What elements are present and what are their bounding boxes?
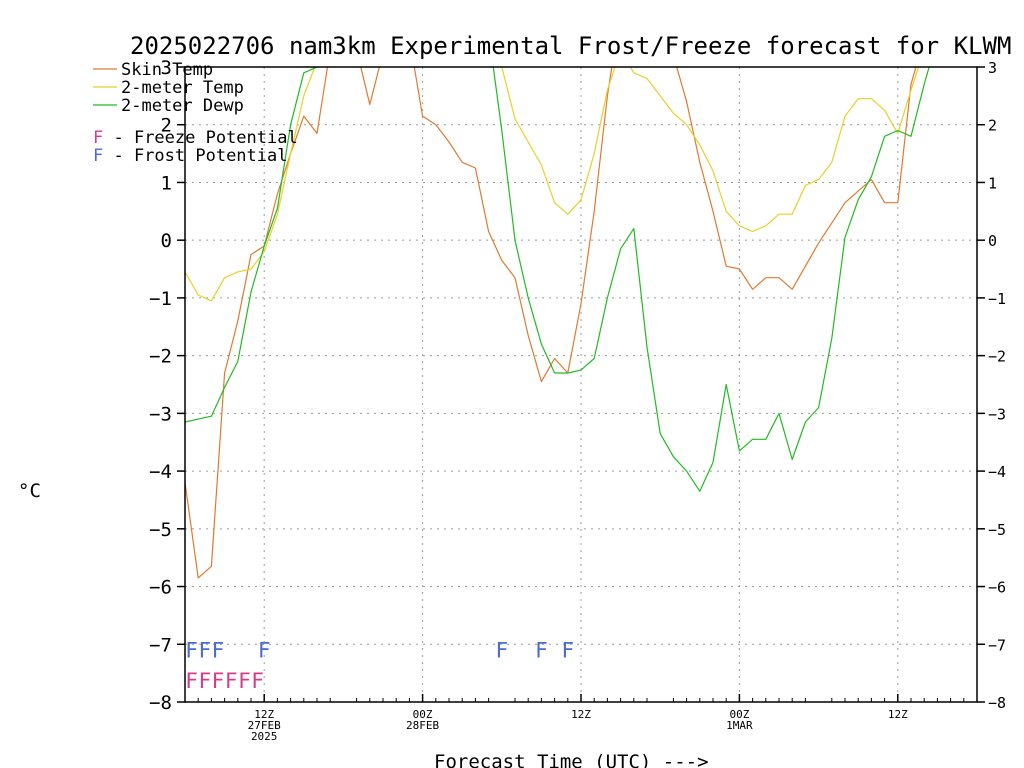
y-tick-label-right: −6 [988,579,1006,597]
x-tick-label: 27FEB [248,719,281,732]
freeze-flag: F [185,669,198,693]
freeze-flag: F [251,669,264,693]
y-tick-label-left: 2 [161,115,172,137]
potential-flags: F F F F F F FF F F F F F [185,638,574,693]
y-tick-label-left: 0 [161,230,172,252]
x-tick-label: 00Z [729,708,749,721]
legend-frost-label: - Frost Potential [103,146,287,166]
y-axis-ticks: 3 3 2 2 1 1 0 0 −1 −1 −2 −2 −3 −3 −4 −4 −5 −5 −6 −6 −7 −7 −8 −8 [149,57,1006,714]
series-lines [185,67,930,579]
freeze-flag: F [198,669,211,693]
chart-title: 2025022706 nam3km Experimental Frost/Fre… [130,32,1011,60]
y-tick-label-left: −3 [149,403,172,425]
frost-flag: F [495,638,508,662]
legend-frost: F - Frost Potential [93,146,287,166]
y-tick-label-right: 2 [988,117,997,135]
series-line-temp2m [185,67,920,302]
frost-flag: F [185,638,198,662]
x-axis-label: Forecast Time (UTC) ---> [434,751,709,768]
y-tick-label-left: −6 [149,577,172,599]
y-tick-label-right: 0 [988,232,997,250]
legend-frost-letter: F [93,146,103,166]
series-line-skin [185,67,917,579]
legend-label-skin: Skin Temp [121,60,213,80]
y-tick-label-right: −7 [988,636,1006,654]
grid-lines [185,67,977,702]
y-tick-label-right: −4 [988,463,1006,481]
freeze-flag: F [225,669,238,693]
x-tick-label: 12Z [888,708,908,721]
frost-flag: F [561,638,574,662]
y-tick-label-left: −8 [149,692,172,714]
frost-flag: F [198,638,211,662]
y-tick-label-left: 3 [161,57,172,79]
y-tick-label-right: −3 [988,405,1006,423]
x-tick-label: 00Z [413,708,433,721]
frost-flag: F [258,638,271,662]
y-tick-label-right: 1 [988,174,997,192]
y-tick-label-left: −4 [149,461,172,483]
y-tick-label-right: −5 [988,521,1006,539]
legend-label-temp2m: 2-meter Temp [121,78,244,98]
x-tick-label: 28FEB [406,719,439,732]
series-line-dewp2m [185,67,930,492]
y-tick-label-left: −2 [149,346,172,368]
y-tick-label-left: −5 [149,519,172,541]
frost-flag: F [535,638,548,662]
x-tick-label: 2025 [251,730,278,743]
legend-freeze-letter: F [93,128,103,148]
legend-label-dewp2m: 2-meter Dewp [121,96,244,116]
frost-flag: F [212,638,225,662]
y-tick-label-left: −1 [149,288,172,310]
y-tick-label-right: −8 [988,694,1006,712]
x-tick-label: 1MAR [726,719,753,732]
freeze-flag: F [212,669,225,693]
x-tick-label: 12Z [254,708,274,721]
legend-freeze-label: - Freeze Potential [103,128,297,148]
y-tick-label-left: −7 [149,634,172,656]
y-tick-label-right: 3 [988,59,997,77]
y-tick-label-left: 1 [161,172,172,194]
y-axis-label: °C [18,480,41,502]
x-tick-label: 12Z [571,708,591,721]
legend-freeze: F - Freeze Potential [93,128,298,148]
y-tick-label-right: −1 [988,290,1006,308]
y-tick-label-right: −2 [988,348,1006,366]
freeze-flag: F [238,669,251,693]
legend: Skin Temp 2-meter Temp 2-meter Dewp F - … [93,60,298,166]
